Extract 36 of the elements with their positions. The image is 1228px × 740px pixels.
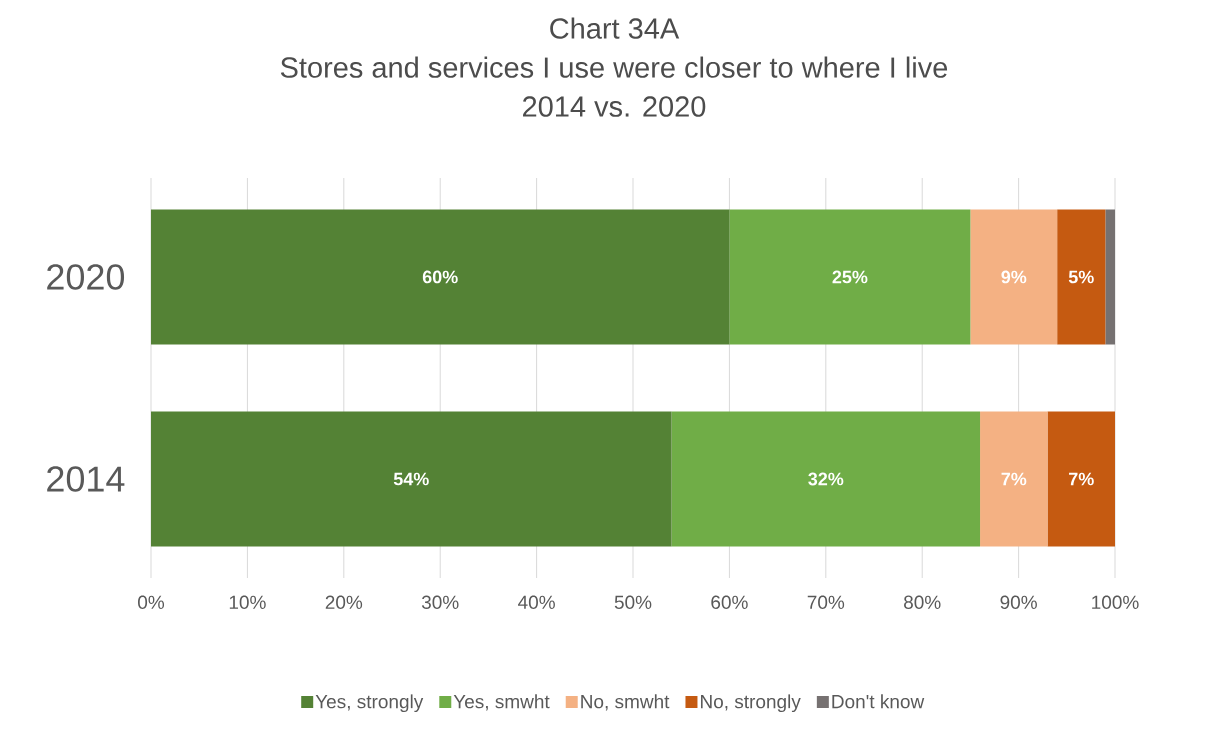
x-tick-label: 20% xyxy=(325,595,363,609)
data-label: 7% xyxy=(1001,472,1027,486)
data-label: 60% xyxy=(422,270,458,284)
data-label: 5% xyxy=(1068,270,1094,284)
x-tick-label: 60% xyxy=(711,595,748,609)
bar xyxy=(671,411,981,547)
bar xyxy=(151,209,730,345)
bar xyxy=(1105,209,1116,345)
x-tick-label: 90% xyxy=(1000,595,1037,609)
bar xyxy=(980,411,1048,547)
chart-title: Chart 34A Stores and services I use were closer to where I live 2014 vs. 2020 xyxy=(280,17,948,117)
x-tick-label: 50% xyxy=(614,595,652,609)
x-tick-label: 100% xyxy=(1092,595,1139,609)
y-tick-label: 2014 xyxy=(47,466,125,492)
data-label: 25% xyxy=(832,270,868,284)
x-tick-label: 80% xyxy=(904,595,941,609)
bar xyxy=(1047,411,1116,547)
bar xyxy=(151,411,672,547)
data-label: 9% xyxy=(1001,270,1027,284)
bar xyxy=(729,209,971,345)
x-tick-label: 40% xyxy=(518,595,555,609)
bar xyxy=(970,209,1058,345)
bar xyxy=(1057,209,1106,345)
x-tick-label: 10% xyxy=(229,595,266,609)
legend-label: Don't know xyxy=(832,694,925,709)
x-tick-label: 70% xyxy=(807,595,845,609)
x-tick-label: 0% xyxy=(138,595,165,609)
legend-label: No, strongly xyxy=(701,694,801,713)
data-label: 54% xyxy=(393,472,429,486)
x-tick-label: 30% xyxy=(421,595,459,609)
legend-label: Yes, smwht xyxy=(453,694,550,711)
legend-label: Yes, strongly xyxy=(315,694,424,713)
data-label: 7% xyxy=(1069,472,1094,486)
y-tick-label: 2020 xyxy=(47,264,125,290)
legend-label: No, smwht xyxy=(581,694,670,711)
data-label: 32% xyxy=(808,472,844,486)
